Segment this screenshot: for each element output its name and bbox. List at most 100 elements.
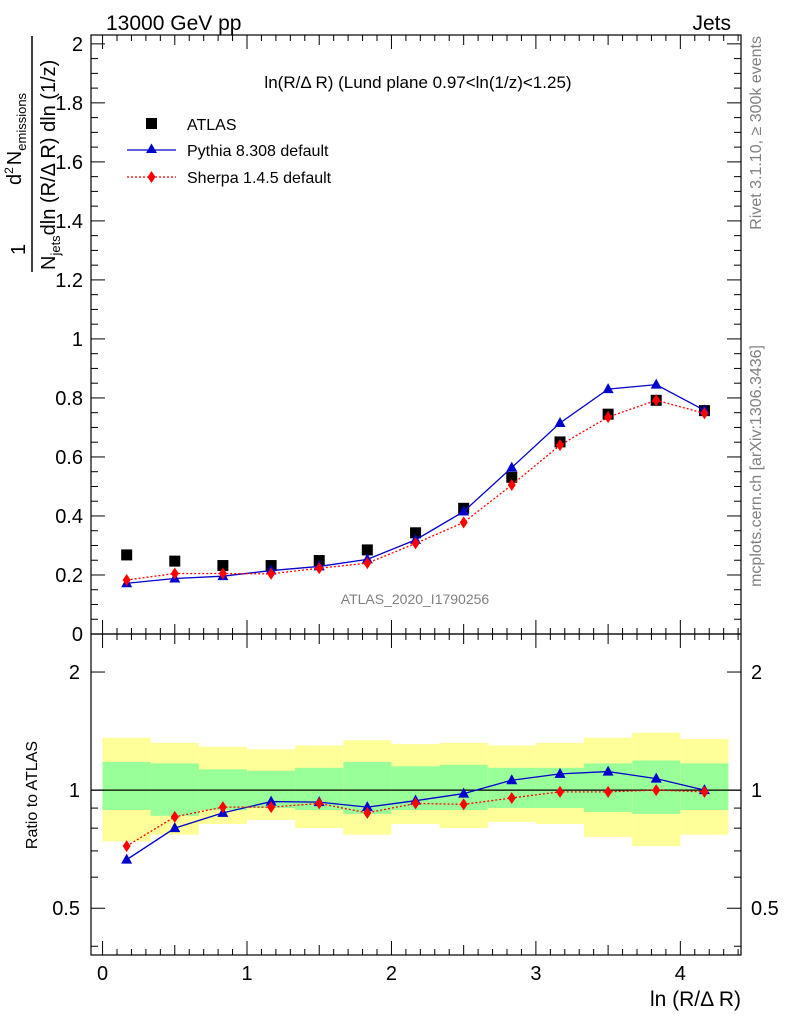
legend-label-sherpa: Sherpa 1.4.5 default — [187, 170, 332, 187]
mcplots-label: mcplots.cern.ch [arXiv:1306.3436] — [748, 345, 765, 587]
main-ytick-label: 1.4 — [55, 211, 83, 233]
ylabel-jets: jets — [48, 235, 63, 257]
ratio-point-sherpa — [556, 785, 565, 798]
ratio-point-pythia — [169, 822, 181, 833]
main-line-pythia — [126, 383, 705, 584]
main-ytick-label: 0.4 — [55, 506, 83, 528]
ratio-point-sherpa — [315, 797, 324, 810]
ratio-ytick-label-left: 2 — [69, 662, 80, 684]
main-point-pythia — [506, 461, 518, 472]
main-point-sherpa — [652, 394, 661, 407]
ratio-point-sherpa — [170, 810, 179, 823]
main-ytick-label: 0.8 — [55, 388, 83, 410]
ratio-ytick-label-right: 0.5 — [751, 898, 779, 920]
main-y-axis-label: 1 d2 Nemissions Njetsdln (R/Δ R) dln (1/z… — [2, 36, 63, 272]
main-point-pythia — [602, 383, 614, 394]
legend-marker-sherpa — [147, 171, 156, 183]
main-ytick-label: 1 — [72, 329, 83, 351]
ratio-frame-box — [90, 633, 742, 956]
ratio-point-sherpa — [459, 798, 468, 811]
main-title: ln(R/Δ R) (Lund plane 0.97<ln(1/z)<1.25) — [264, 73, 571, 92]
main-point-atlas — [121, 549, 133, 561]
legend-label-atlas: ATLAS — [187, 117, 237, 134]
ratio-point-sherpa — [267, 801, 276, 814]
ratio-point-sherpa — [604, 785, 613, 798]
xtick-label: 1 — [241, 963, 252, 985]
legend-marker-pythia — [146, 143, 157, 153]
xtick-label: 2 — [386, 963, 397, 985]
main-ytick-label: 1.8 — [55, 93, 83, 115]
ratio-point-sherpa — [507, 791, 516, 804]
ylabel-njets-n: N — [38, 256, 60, 270]
main-point-atlas — [506, 471, 518, 483]
ratio-ytick-label-right: 2 — [751, 662, 762, 684]
ylabel-one: 1 — [8, 244, 30, 255]
ratio-point-pythia — [265, 795, 277, 806]
ratio-ytick-label-right: 1 — [751, 780, 762, 802]
ratio-point-sherpa — [218, 801, 227, 814]
ylabel-dln: dln (R/Δ R) dln (1/z) — [38, 60, 60, 236]
green-band-bin-0 — [102, 761, 151, 810]
rivet-label: Rivet 3.1.10, ≥ 300k events — [748, 36, 765, 230]
ylabel-sup-2: 2 — [2, 167, 16, 174]
ratio-point-pythia — [458, 787, 470, 798]
main-point-sherpa — [556, 439, 565, 452]
ylabel-emissions: emissions — [14, 92, 29, 150]
main-point-pythia — [650, 378, 662, 389]
main-point-sherpa — [507, 478, 516, 491]
ratio-series-group — [121, 765, 710, 864]
main-ytick-label: 1.6 — [55, 152, 83, 174]
main-point-pythia — [554, 417, 566, 428]
main-ytick-label: 2 — [72, 34, 83, 56]
ratio-plot-frame — [90, 633, 742, 956]
main-point-sherpa — [315, 562, 324, 575]
ylabel-denominator: Njetsdln (R/Δ R) dln (1/z) — [38, 60, 63, 270]
ratio-y-axis-label: Ratio to ATLAS — [24, 741, 41, 849]
main-point-sherpa — [411, 537, 420, 550]
xtick-label: 3 — [530, 963, 541, 985]
xtick-label: 4 — [675, 963, 686, 985]
main-series-group — [121, 378, 710, 588]
main-y-axis: 0 0.2 0.4 0.6 0.8 1 1.2 1.4 1.6 1.8 2 — [55, 34, 741, 646]
main-point-atlas — [217, 560, 229, 572]
main-point-sherpa — [170, 567, 179, 580]
ratio-point-sherpa — [700, 785, 709, 798]
legend-marker-atlas — [146, 118, 157, 129]
main-point-atlas — [361, 544, 373, 556]
header-left: 13000 GeV pp — [106, 12, 241, 35]
ylabel-numerator: d2 Nemissions — [2, 92, 29, 185]
main-ytick-label: 0.2 — [55, 565, 83, 587]
main-point-sherpa — [218, 567, 227, 580]
main-point-atlas — [169, 555, 181, 567]
main-ytick-label: 1.2 — [55, 270, 83, 292]
ratio-point-sherpa — [411, 797, 420, 810]
main-point-sherpa — [363, 557, 372, 570]
watermark: ATLAS_2020_I1790256 — [341, 591, 490, 607]
ratio-point-pythia — [506, 774, 518, 785]
header-right: Jets — [692, 12, 731, 35]
xtick-label: 0 — [97, 963, 108, 985]
ratio-point-pythia — [121, 853, 133, 864]
ratio-point-sherpa — [652, 784, 661, 797]
main-point-atlas — [410, 527, 422, 539]
ylabel-d: d — [4, 174, 26, 185]
main-point-sherpa — [267, 567, 276, 580]
main-line-sherpa — [126, 399, 705, 581]
ratio-uncertainty-bands — [91, 732, 741, 847]
ratio-point-pythia — [361, 801, 373, 812]
ratio-point-pythia — [554, 767, 566, 778]
x-axis-label: ln (R/Δ R) — [650, 988, 741, 1011]
ratio-ytick-label-left: 0.5 — [52, 898, 80, 920]
main-point-sherpa — [122, 574, 131, 587]
main-point-sherpa — [700, 407, 709, 420]
legend: ATLAS Pythia 8.308 default Sherpa 1.4.5 … — [127, 117, 332, 187]
ratio-point-sherpa — [363, 806, 372, 819]
main-ytick-label: 0.6 — [55, 447, 83, 469]
main-ytick-label: 0 — [72, 624, 83, 646]
ratio-point-sherpa — [122, 840, 131, 853]
ratio-y-axis: 0.5 0.5 1 1 2 2 — [52, 662, 779, 947]
main-point-pythia — [458, 505, 470, 516]
ratio-point-pythia — [650, 772, 662, 783]
main-point-sherpa — [604, 411, 613, 424]
